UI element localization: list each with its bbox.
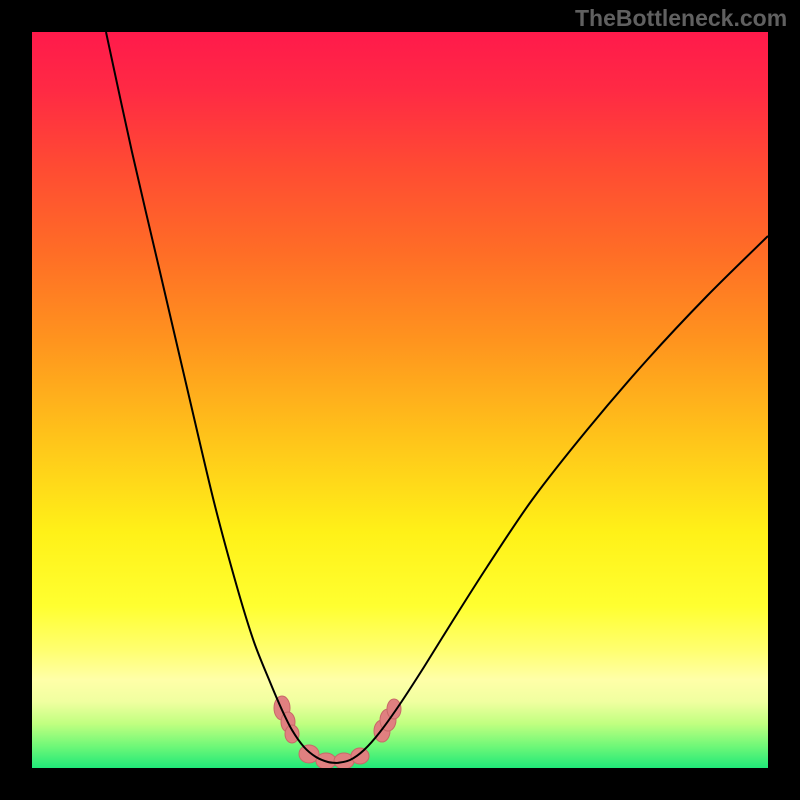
gradient-background [32, 32, 768, 768]
data-marker [351, 748, 369, 764]
data-marker [387, 699, 401, 719]
data-marker [285, 725, 299, 743]
chart-root: TheBottleneck.com [0, 0, 800, 800]
bottleneck-chart [32, 32, 768, 768]
watermark-text: TheBottleneck.com [575, 5, 787, 32]
